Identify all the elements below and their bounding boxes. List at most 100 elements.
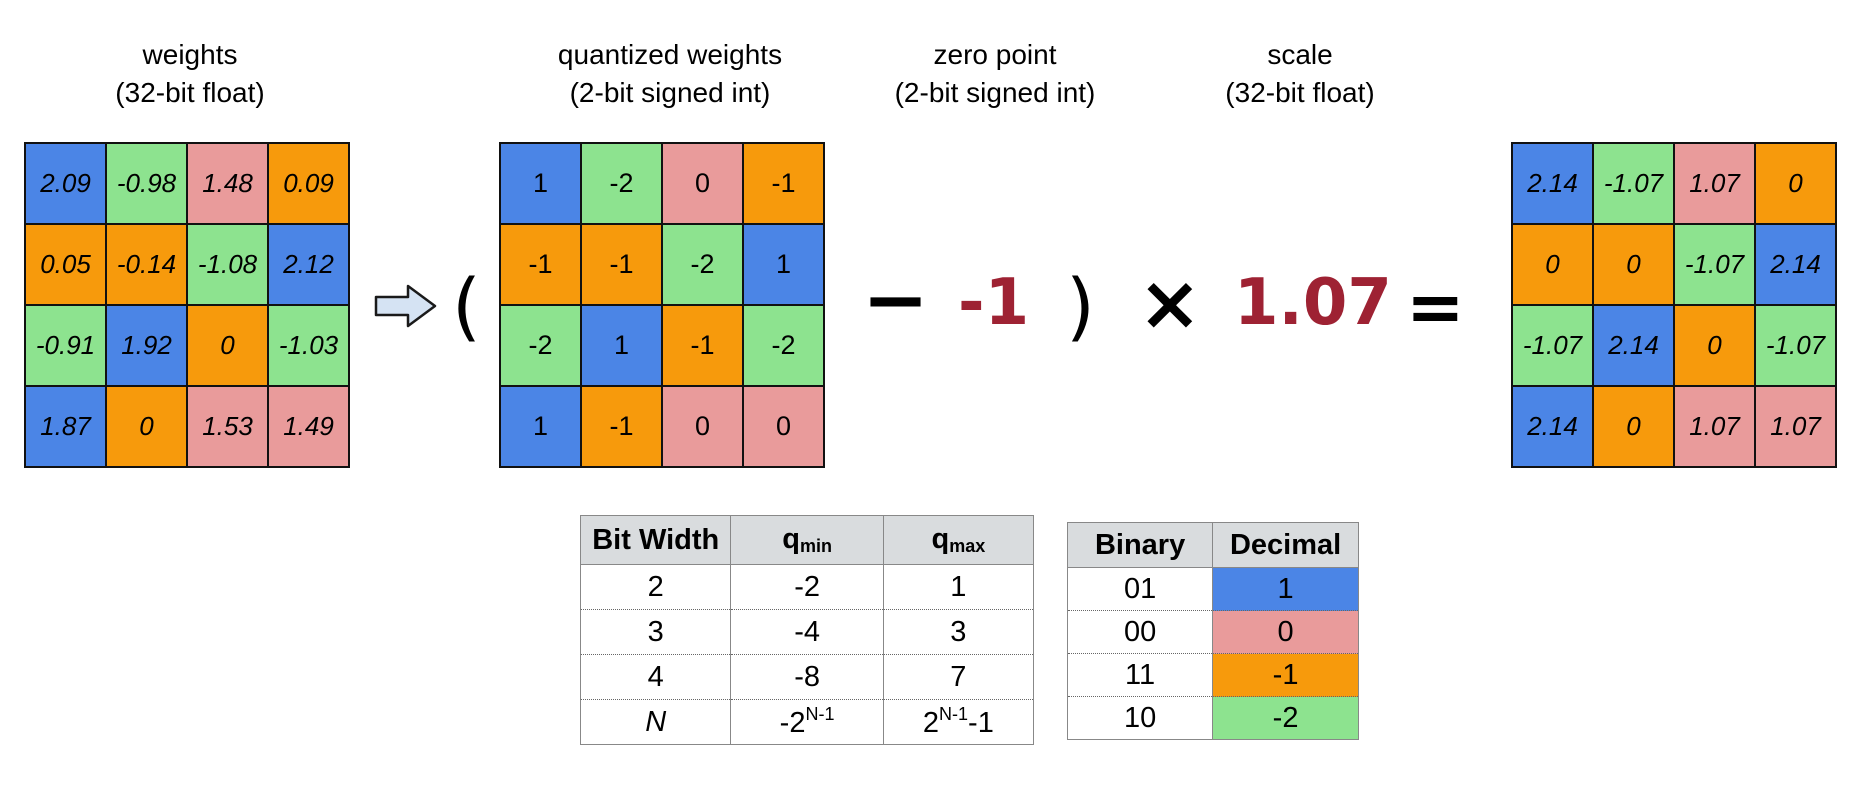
qmin-header-base: q [782, 523, 800, 555]
binary-table-header-row: Binary Decimal [1067, 522, 1359, 568]
matrix-cell: 1.07 [1674, 386, 1755, 467]
matrix-cell: 1 [581, 305, 662, 386]
binary-decimal-table: Binary Decimal 01 1 00 0 11 -1 10 -2 [1067, 522, 1359, 740]
row-qmax: 7 [883, 654, 1034, 700]
dequantized-matrix: 2.14 -1.07 1.07 0 0 0 -1.07 2.14 -1.07 2.14 0 -1.07… [1511, 142, 1837, 468]
range-table-row: 3 -4 3 [580, 609, 1034, 655]
matrix-cell: -0.91 [25, 305, 106, 386]
zero-point-header: zero point (2-bit signed int) [870, 36, 1120, 112]
close-paren: ) [1066, 264, 1095, 350]
range-table-row: 2 -2 1 [580, 564, 1034, 610]
decimal-value: 0 [1212, 610, 1359, 654]
binary-table-row: 00 0 [1067, 610, 1359, 654]
matrix-cell: 1.87 [25, 386, 106, 467]
matrix-cell: 1.48 [187, 143, 268, 224]
matrix-cell: -1.07 [1512, 305, 1593, 386]
matrix-cell: 1 [500, 386, 581, 467]
scale-header: scale (32-bit float) [1200, 36, 1400, 112]
binary-code: 11 [1067, 653, 1214, 697]
weights-header-type: (32-bit float) [115, 77, 265, 108]
matrix-cell: -1.07 [1755, 305, 1836, 386]
decimal-value: 1 [1212, 567, 1359, 611]
binary-table-row: 11 -1 [1067, 653, 1359, 697]
matrix-cell: 0 [1512, 224, 1593, 305]
matrix-cell: 0 [1593, 224, 1674, 305]
matrix-cell: 2.14 [1593, 305, 1674, 386]
weights-matrix: 2.09 -0.98 1.48 0.09 0.05 -0.14 -1.08 2.12 -0.91… [24, 142, 350, 468]
qmin-header-sub: min [799, 536, 832, 556]
row-qmin-formula: -2N-1 [730, 699, 884, 745]
matrix-cell: 0 [662, 386, 743, 467]
binary-table-row: 01 1 [1067, 567, 1359, 611]
matrix-cell: -2 [581, 143, 662, 224]
row-qmin: -4 [730, 609, 884, 655]
minus-sign: − [862, 253, 930, 346]
matrix-cell: 1.92 [106, 305, 187, 386]
range-table-row-general: N -2N-1 2N-1-1 [580, 699, 1034, 745]
matrix-cell: 0 [187, 305, 268, 386]
matrix-cell: -0.14 [106, 224, 187, 305]
matrix-cell: -1.07 [1593, 143, 1674, 224]
matrix-cell: 0 [1674, 305, 1755, 386]
binary-code: 01 [1067, 567, 1214, 611]
quantized-header-title: quantized weights [557, 39, 783, 70]
matrix-cell: 0 [106, 386, 187, 467]
row-qmax: 1 [883, 564, 1034, 610]
qmax-formula-tail: -1 [968, 707, 994, 739]
matrix-cell: -2 [500, 305, 581, 386]
open-paren: ( [452, 264, 481, 350]
matrix-cell: 1.07 [1755, 386, 1836, 467]
row-qmin: -2 [730, 564, 884, 610]
right-arrow-icon [374, 284, 437, 328]
decimal-value: -2 [1212, 696, 1359, 740]
matrix-cell: -1 [500, 224, 581, 305]
range-table-row: 4 -8 7 [580, 654, 1034, 700]
binary-code: 00 [1067, 610, 1214, 654]
matrix-cell: 1 [500, 143, 581, 224]
matrix-cell: -2 [743, 305, 824, 386]
decimal-header: Decimal [1212, 522, 1359, 568]
row-bit-width: 4 [580, 654, 732, 700]
quantized-header-type: (2-bit signed int) [569, 77, 771, 108]
binary-code: 10 [1067, 696, 1214, 740]
qmin-formula-exp: N-1 [805, 704, 835, 724]
matrix-cell: -2 [662, 224, 743, 305]
matrix-cell: 0.05 [25, 224, 106, 305]
zero-point-header-type: (2-bit signed int) [894, 77, 1096, 108]
row-qmax: 3 [883, 609, 1034, 655]
matrix-cell: 0 [1593, 386, 1674, 467]
matrix-cell: -1 [581, 224, 662, 305]
row-bit-width: 3 [580, 609, 732, 655]
matrix-cell: 0 [1755, 143, 1836, 224]
weights-header-title: weights [142, 39, 238, 70]
qmax-header-sub: max [949, 536, 986, 556]
binary-header: Binary [1067, 522, 1214, 568]
matrix-cell: 0 [743, 386, 824, 467]
matrix-cell: 1 [743, 224, 824, 305]
matrix-cell: -1.03 [268, 305, 349, 386]
matrix-cell: 2.14 [1512, 143, 1593, 224]
weights-header: weights (32-bit float) [90, 36, 290, 112]
zero-point-value: -1 [958, 266, 1030, 340]
matrix-cell: -1 [743, 143, 824, 224]
bit-width-header: Bit Width [580, 515, 732, 565]
qmax-header-base: q [931, 523, 950, 555]
matrix-cell: 2.14 [1755, 224, 1836, 305]
quantized-matrix: 1 -2 0 -1 -1 -1 -2 1 -2 1 -1 -2 1 -1 0 0 [499, 142, 825, 468]
qmin-header: qmin [730, 515, 884, 565]
binary-table-row: 10 -2 [1067, 696, 1359, 740]
matrix-cell: 0 [662, 143, 743, 224]
scale-value: 1.07 [1234, 266, 1392, 340]
matrix-cell: 2.12 [268, 224, 349, 305]
matrix-cell: -1.08 [187, 224, 268, 305]
matrix-cell: 1.07 [1674, 143, 1755, 224]
zero-point-header-title: zero point [933, 39, 1057, 70]
scale-header-type: (32-bit float) [1225, 77, 1375, 108]
decimal-value: -1 [1212, 653, 1359, 697]
matrix-cell: -0.98 [106, 143, 187, 224]
matrix-cell: 1.53 [187, 386, 268, 467]
matrix-cell: 0.09 [268, 143, 349, 224]
quantization-range-table: Bit Width qmin qmax 2 -2 1 3 -4 3 4 -8 7… [580, 515, 1034, 745]
quantized-header: quantized weights (2-bit signed int) [530, 36, 810, 112]
qmax-formula-exp: N-1 [939, 704, 969, 724]
